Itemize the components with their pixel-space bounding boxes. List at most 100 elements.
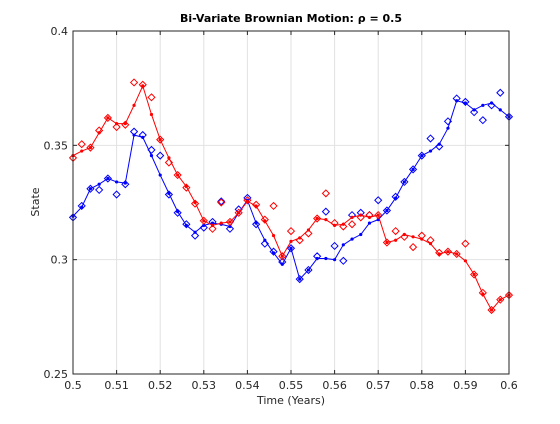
diamond-marker [95,126,104,135]
line-point [333,258,337,262]
diamond-marker [356,213,365,222]
line-point [411,235,415,239]
line-point [228,220,232,224]
line-point [106,176,110,181]
x-axis-label: Time (Years) [256,394,325,407]
diamond-marker [408,242,418,252]
x-tick-label: 0.58 [410,379,435,392]
diamond-marker [112,122,121,132]
line-point [359,232,363,237]
line-point [481,103,485,107]
line-point [463,259,467,263]
line-point [289,246,293,250]
diamond-marker [443,117,453,126]
y-tick-label: 0.35 [44,139,69,152]
x-tick-label: 0.51 [104,379,129,392]
line-point [237,211,241,215]
diamond-marker [400,232,409,241]
line-point [385,240,389,245]
line-point [489,308,494,312]
line-point [472,272,476,277]
diamond-marker [217,198,226,207]
diamond-marker [173,208,182,217]
diamond-marker [182,183,191,192]
y-axis-label: State [29,187,42,216]
line-point [167,156,171,160]
diamond-marker [77,140,86,149]
diamond-marker [339,256,348,265]
line-point [271,234,276,238]
diamond-marker [391,192,400,201]
diamond-marker [129,78,139,87]
diamond-marker [156,135,165,144]
diamond-marker [86,143,95,152]
line-point [158,173,162,177]
line-point [498,298,502,302]
x-tick-label: 0.56 [322,379,347,392]
line-point [97,182,101,186]
diamond-marker [435,142,444,151]
diamond-marker [269,201,278,211]
line-point [115,180,119,184]
diamond-marker [260,239,269,248]
diamond-marker [225,224,235,233]
diamond-marker [417,231,426,240]
diamond-marker [321,207,330,216]
line-point [219,221,223,225]
diamond-marker [121,120,130,129]
diamond-marker [269,247,278,256]
line-point [149,154,154,158]
diamond-marker [138,130,147,140]
diamond-marker [208,224,217,233]
diamond-marker [487,101,496,110]
diamond-marker [496,88,505,97]
diamond-marker [121,180,130,189]
diamond-marker [313,252,322,261]
diamond-marker [417,151,426,160]
diamond-marker [408,165,418,174]
line-point [289,239,293,243]
line-point [428,149,433,153]
diamond-marker [182,220,191,229]
line-point [106,116,110,120]
line-point [149,112,154,117]
line-point [394,238,398,242]
diamond-marker [470,108,479,117]
line-point [202,219,206,223]
diamond-marker [164,158,174,167]
diamond-marker [374,196,383,205]
line-point [420,154,424,158]
diamond-marker [199,223,208,232]
y-tick-label: 0.25 [44,368,69,381]
diamond-marker [190,231,200,240]
diamond-marker [313,214,322,223]
x-tick-label: 0.59 [453,379,478,392]
diamond-marker [478,116,487,125]
x-tick-label: 0.52 [148,379,173,392]
diamond-marker [103,174,112,183]
series-0 [68,88,514,284]
line-point [402,180,406,184]
line-point [324,256,328,261]
axis-ticks: 0.5 0.51 0.52 0.53 0.54 0.55 0.56 0.57 0.58 0.59 0… [44,25,518,392]
line-point [385,208,389,213]
x-tick-label: 0.53 [192,379,217,392]
line-point [280,254,284,258]
diamond-marker [190,199,200,208]
line-point [132,103,136,107]
line-point [498,108,502,112]
diamond-marker [330,218,339,228]
diamond-marker [164,190,174,199]
diamond-marker [452,249,461,259]
line-point [446,126,450,130]
x-tick-label: 0.57 [366,379,391,392]
diamond-marker [426,236,435,245]
diamond-marker [286,226,296,236]
x-tick-label: 0.54 [235,379,260,392]
diamond-marker [156,151,165,160]
diamond-marker [452,94,461,103]
diamond-marker [365,210,374,220]
diamond-marker [374,210,383,220]
diamond-marker [470,270,479,279]
